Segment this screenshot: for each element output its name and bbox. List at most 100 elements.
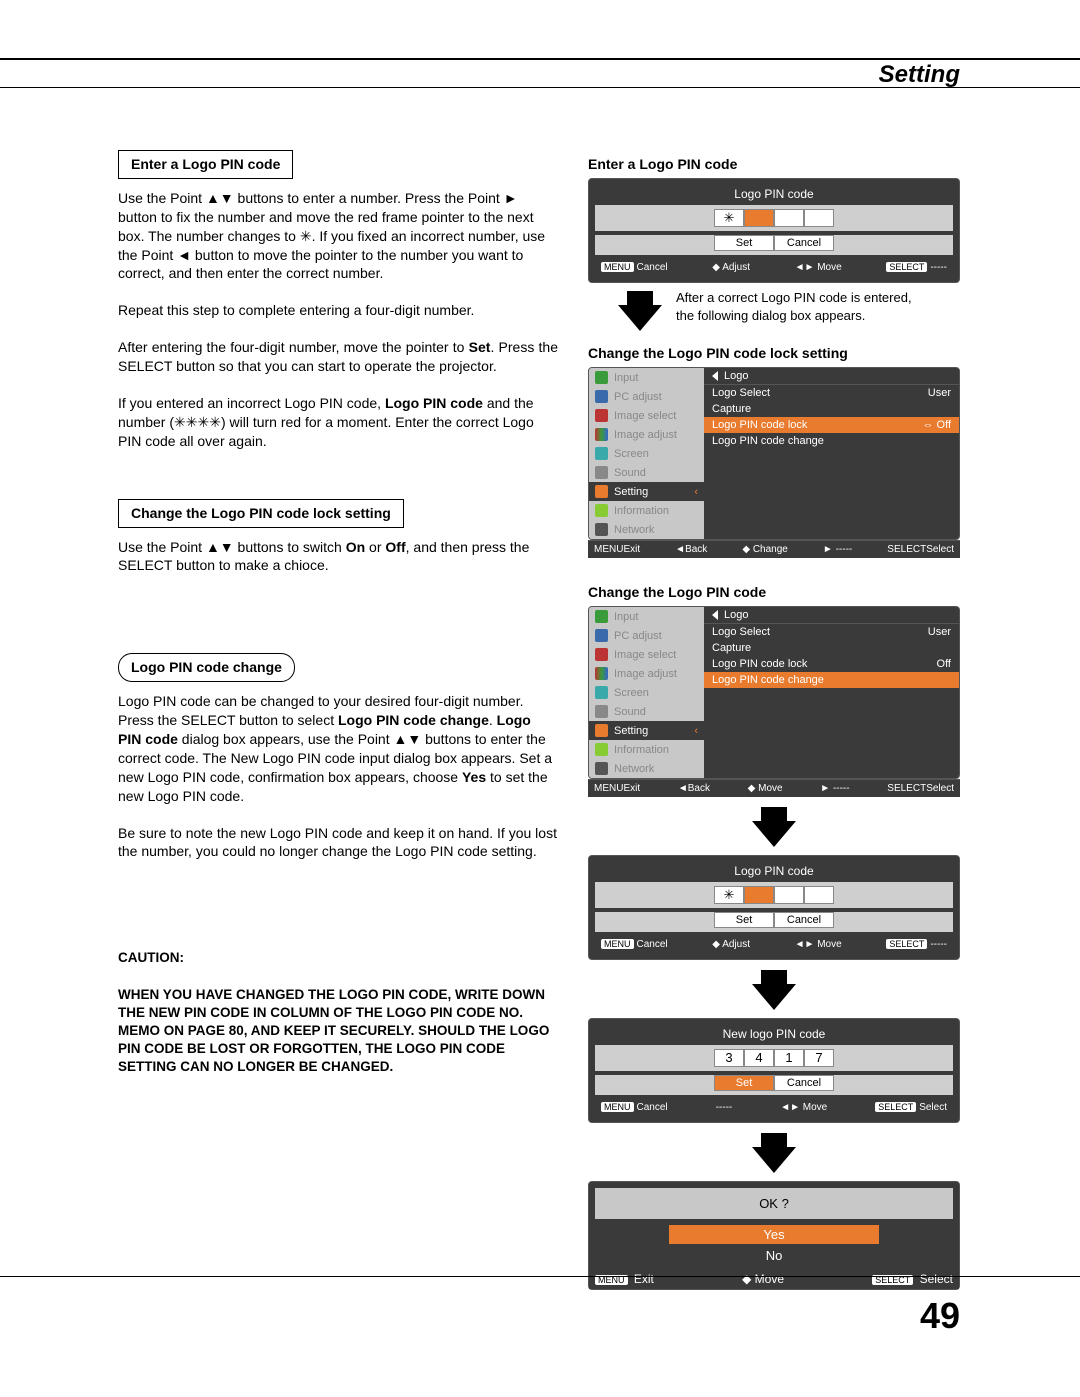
osd-sidebar-item[interactable]: Sound: [589, 463, 704, 482]
para-7: Be sure to note the new Logo PIN code an…: [118, 824, 558, 862]
pin-cell[interactable]: 1: [774, 1049, 804, 1067]
osd-menu-row[interactable]: Logo SelectUser: [704, 624, 959, 640]
caution-block: CAUTION: WHEN YOU HAVE CHANGED THE LOGO …: [118, 949, 558, 1076]
pin-cell[interactable]: [804, 209, 834, 227]
osd-menu-lock: Input PC adjust Image select Image adjustSc…: [588, 367, 960, 558]
osd-menu-row[interactable]: Logo PIN code change: [704, 672, 959, 688]
menu-icon: [595, 485, 608, 498]
osd-statusbar: MENUCancel ◆ Adjust ◄► Move SELECT-----: [595, 259, 953, 276]
pin-cell[interactable]: [804, 886, 834, 904]
caution-text: WHEN YOU HAVE CHANGED THE LOGO PIN CODE,…: [118, 986, 558, 1077]
osd-sidebar-item[interactable]: Screen: [589, 444, 704, 463]
right-heading-3: Change the Logo PIN code: [588, 584, 960, 600]
osd-sidebar-item[interactable]: Sound: [589, 702, 704, 721]
osd-sidebar-label: Setting: [614, 725, 648, 737]
osd-sidebar-label: Image select: [614, 410, 676, 422]
para-1: Use the Point ▲▼ buttons to enter a numb…: [118, 189, 558, 283]
osd-menu-row[interactable]: Logo SelectUser: [704, 385, 959, 401]
osd-sidebar-item[interactable]: Input: [589, 368, 704, 387]
menu-icon: [595, 504, 608, 517]
pin-cell[interactable]: 4: [744, 1049, 774, 1067]
osd-sidebar-item[interactable]: PC adjust: [589, 387, 704, 406]
osd-sidebar-label: PC adjust: [614, 391, 662, 403]
section-heading-pin-change: Logo PIN code change: [118, 653, 295, 682]
osd-sidebar-item[interactable]: Network: [589, 759, 704, 778]
menu-icon: [595, 447, 608, 460]
osd-sidebar: InputPC adjustImage select Image adjust Sc…: [589, 607, 704, 778]
osd-pin-dialog-1: Logo PIN code ✳ Set Cancel MENUCancel ◆ …: [588, 178, 960, 283]
osd-sidebar: Input PC adjust Image select Image adjustSc…: [589, 368, 704, 539]
osd-sidebar-label: Image adjust: [614, 668, 677, 680]
osd-sidebar-item[interactable]: Information: [589, 740, 704, 759]
osd-menu-row[interactable]: Capture: [704, 401, 959, 417]
osd-pin-title: Logo PIN code: [595, 862, 953, 882]
osd-submenu-header: Logo: [704, 607, 959, 624]
osd-ok-yes[interactable]: Yes: [669, 1225, 879, 1244]
osd-menu-row[interactable]: Logo PIN code change: [704, 433, 959, 449]
pin-cell[interactable]: ✳: [714, 209, 744, 227]
para-4: If you entered an incorrect Logo PIN cod…: [118, 394, 558, 451]
pin-cell[interactable]: [774, 886, 804, 904]
osd-sidebar-item[interactable]: Setting ‹: [589, 482, 704, 501]
arrow-down-icon: [752, 1147, 796, 1173]
arrow-down-icon: [618, 305, 662, 331]
osd-statusbar: MENUExit ◄Back ◆ Change ► ----- SELECTSe…: [588, 540, 960, 558]
right-heading-1: Enter a Logo PIN code: [588, 156, 960, 172]
left-column: Enter a Logo PIN code Use the Point ▲▼ b…: [118, 150, 558, 1290]
osd-ok-no[interactable]: No: [669, 1246, 879, 1265]
osd-sidebar-label: Network: [614, 524, 654, 536]
osd-set-button[interactable]: Set: [714, 235, 774, 251]
pin-cell[interactable]: [744, 886, 774, 904]
pin-cell[interactable]: [774, 209, 804, 227]
menu-icon: [595, 523, 608, 536]
menu-icon: [595, 466, 608, 479]
right-heading-2: Change the Logo PIN code lock setting: [588, 345, 960, 361]
osd-set-button[interactable]: Set: [714, 912, 774, 928]
menu-icon: [595, 762, 608, 775]
osd-menu-row[interactable]: Logo PIN code lock⇔ Off: [704, 417, 959, 433]
osd-sidebar-item[interactable]: PC adjust: [589, 626, 704, 645]
osd-cancel-button[interactable]: Cancel: [774, 1075, 834, 1091]
arrow-down-icon: [752, 984, 796, 1010]
osd-sidebar-item[interactable]: Image adjust: [589, 664, 704, 683]
osd-sidebar-label: Input: [614, 372, 638, 384]
menu-icon: [595, 629, 608, 642]
footer-rule: [0, 1276, 1080, 1277]
osd-ok-question: OK ?: [595, 1188, 953, 1219]
osd-sidebar-item[interactable]: Screen: [589, 683, 704, 702]
osd-cancel-button[interactable]: Cancel: [774, 912, 834, 928]
pin-cell[interactable]: 3: [714, 1049, 744, 1067]
osd-statusbar: MENUCancel ◆ Adjust ◄► Move SELECT-----: [595, 936, 953, 953]
menu-icon: [595, 371, 608, 384]
menu-icon: [595, 686, 608, 699]
osd-pin-dialog-new: New logo PIN code 3 4 1 7 Set Cancel MEN…: [588, 1018, 960, 1123]
osd-sidebar-item[interactable]: Information: [589, 501, 704, 520]
osd-sidebar-item[interactable]: Network: [589, 520, 704, 539]
page-header-title: Setting: [879, 61, 960, 88]
pin-cell[interactable]: ✳: [714, 886, 744, 904]
menu-icon: [595, 705, 608, 718]
osd-menu-row[interactable]: Logo PIN code lockOff: [704, 656, 959, 672]
page-number: 49: [920, 1295, 960, 1337]
menu-icon: [595, 390, 608, 403]
osd-set-button[interactable]: Set: [714, 1075, 774, 1091]
para-3: After entering the four-digit number, mo…: [118, 338, 558, 376]
menu-icon: [595, 409, 608, 422]
pin-cell[interactable]: 7: [804, 1049, 834, 1067]
osd-statusbar: MENUCancel ----- ◄► Move SELECTSelect: [595, 1099, 953, 1116]
osd-sidebar-item[interactable]: Image select: [589, 645, 704, 664]
osd-cancel-button[interactable]: Cancel: [774, 235, 834, 251]
osd-sidebar-label: Sound: [614, 706, 646, 718]
osd-sidebar-item[interactable]: Image adjust: [589, 425, 704, 444]
osd-sidebar-item[interactable]: Setting ‹: [589, 721, 704, 740]
section-heading-change-lock: Change the Logo PIN code lock setting: [118, 499, 404, 528]
osd-sidebar-item[interactable]: Input: [589, 607, 704, 626]
pin-cell[interactable]: [744, 209, 774, 227]
osd-ok-dialog: OK ? Yes No MENU Exit ◆ Move SELECT Sele…: [588, 1181, 960, 1290]
osd-sidebar-label: Setting: [614, 486, 648, 498]
osd-menu-row[interactable]: Capture: [704, 640, 959, 656]
section-heading-enter-pin: Enter a Logo PIN code: [118, 150, 293, 179]
osd-sidebar-item[interactable]: Image select: [589, 406, 704, 425]
para-5: Use the Point ▲▼ buttons to switch On or…: [118, 538, 558, 576]
osd-main-panel: Logo Logo SelectUserCaptureLogo PIN code…: [704, 607, 959, 778]
